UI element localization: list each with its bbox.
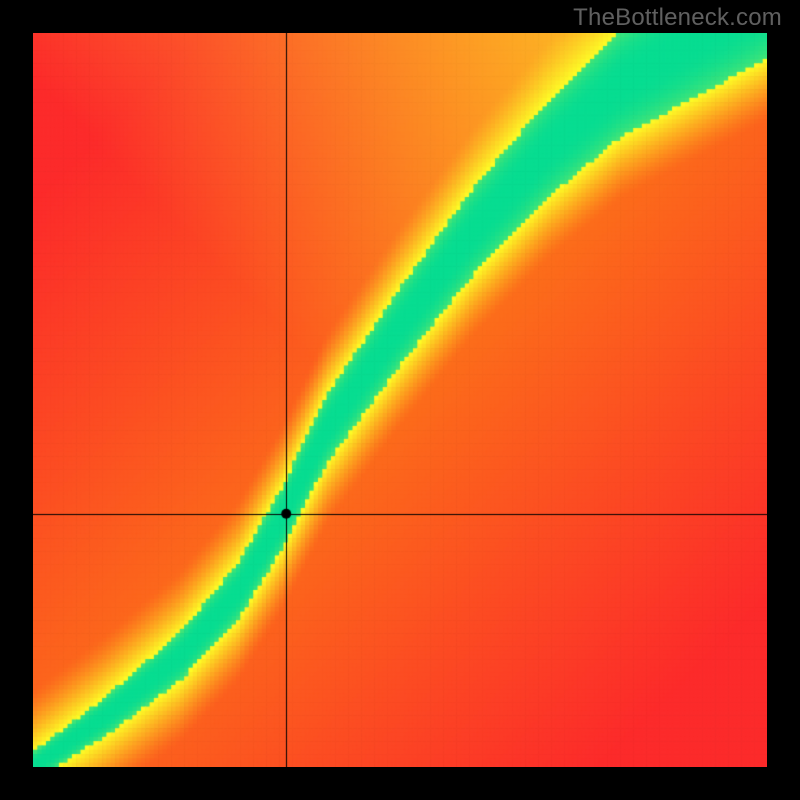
bottleneck-heatmap [33, 33, 767, 767]
watermark-text: TheBottleneck.com [573, 4, 782, 32]
chart-container: TheBottleneck.com [0, 0, 800, 800]
